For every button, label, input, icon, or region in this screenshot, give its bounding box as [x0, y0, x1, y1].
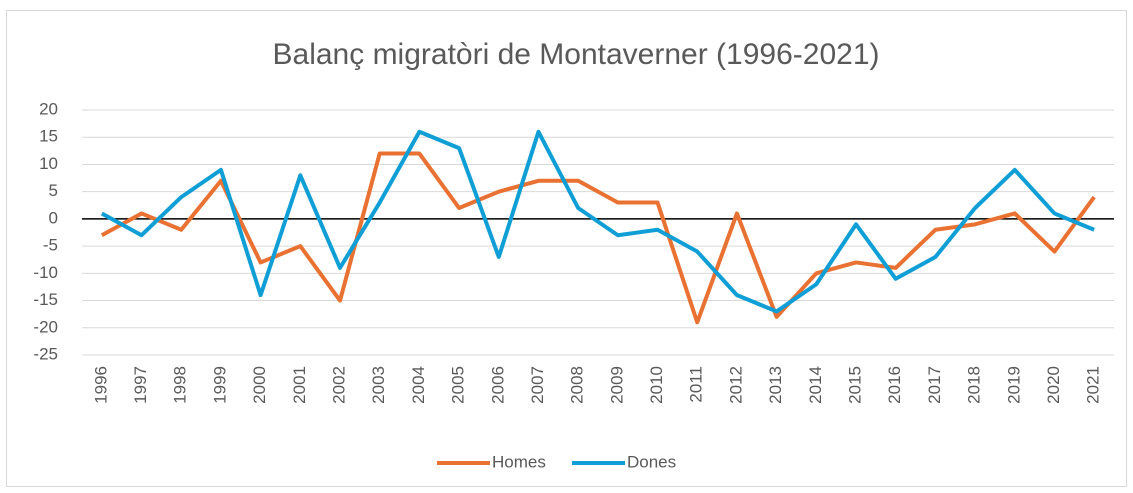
legend-label: Homes [492, 452, 546, 471]
x-tick-label: 1996 [91, 366, 110, 404]
y-tick-label: -25 [33, 344, 58, 363]
x-tick-label: 1998 [171, 366, 190, 404]
y-tick-label: -10 [33, 263, 58, 282]
x-tick-label: 2020 [1044, 366, 1063, 404]
x-tick-label: 2007 [528, 366, 547, 404]
x-tick-label: 2018 [965, 366, 984, 404]
y-tick-label: 5 [49, 181, 58, 200]
x-tick-label: 2011 [687, 366, 706, 403]
legend-label: Dones [627, 452, 676, 471]
x-tick-label: 2017 [925, 366, 944, 404]
x-tick-label: 2006 [488, 366, 507, 404]
x-tick-label: 2015 [845, 366, 864, 404]
chart-title: Balanç migratòri de Montaverner (1996-20… [273, 38, 880, 71]
x-tick-label: 2009 [607, 366, 626, 404]
y-tick-label: 10 [39, 154, 58, 173]
x-tick-label: 2003 [369, 366, 388, 404]
y-tick-label: 0 [49, 208, 58, 227]
line-series [100, 129, 1095, 314]
x-tick-label: 2000 [250, 366, 269, 404]
x-tick-label: 1999 [210, 366, 229, 404]
x-tick-label: 2013 [766, 366, 785, 404]
x-tick-label: 2002 [329, 366, 348, 404]
x-tick-label: 2014 [806, 366, 825, 404]
y-tick-label: -5 [43, 236, 58, 255]
x-tick-label: 2005 [449, 366, 468, 404]
x-tick-label: 2021 [1084, 366, 1103, 404]
x-tick-label: 2012 [726, 366, 745, 404]
x-tick-label: 2016 [885, 366, 904, 404]
chart-border [6, 10, 1127, 487]
x-tick-label: 2001 [290, 366, 309, 404]
y-tick-label: 20 [39, 99, 58, 118]
x-tick-label: 2010 [647, 366, 666, 404]
x-tick-label: 2019 [1004, 366, 1023, 404]
y-tick-label: -15 [33, 290, 58, 309]
x-tick-label: 1997 [131, 366, 150, 404]
x-tick-label: 2008 [568, 366, 587, 404]
y-tick-label: -20 [33, 317, 58, 336]
line-series [100, 151, 1096, 325]
x-tick-label: 2004 [409, 366, 428, 404]
y-tick-label: 15 [39, 127, 58, 146]
